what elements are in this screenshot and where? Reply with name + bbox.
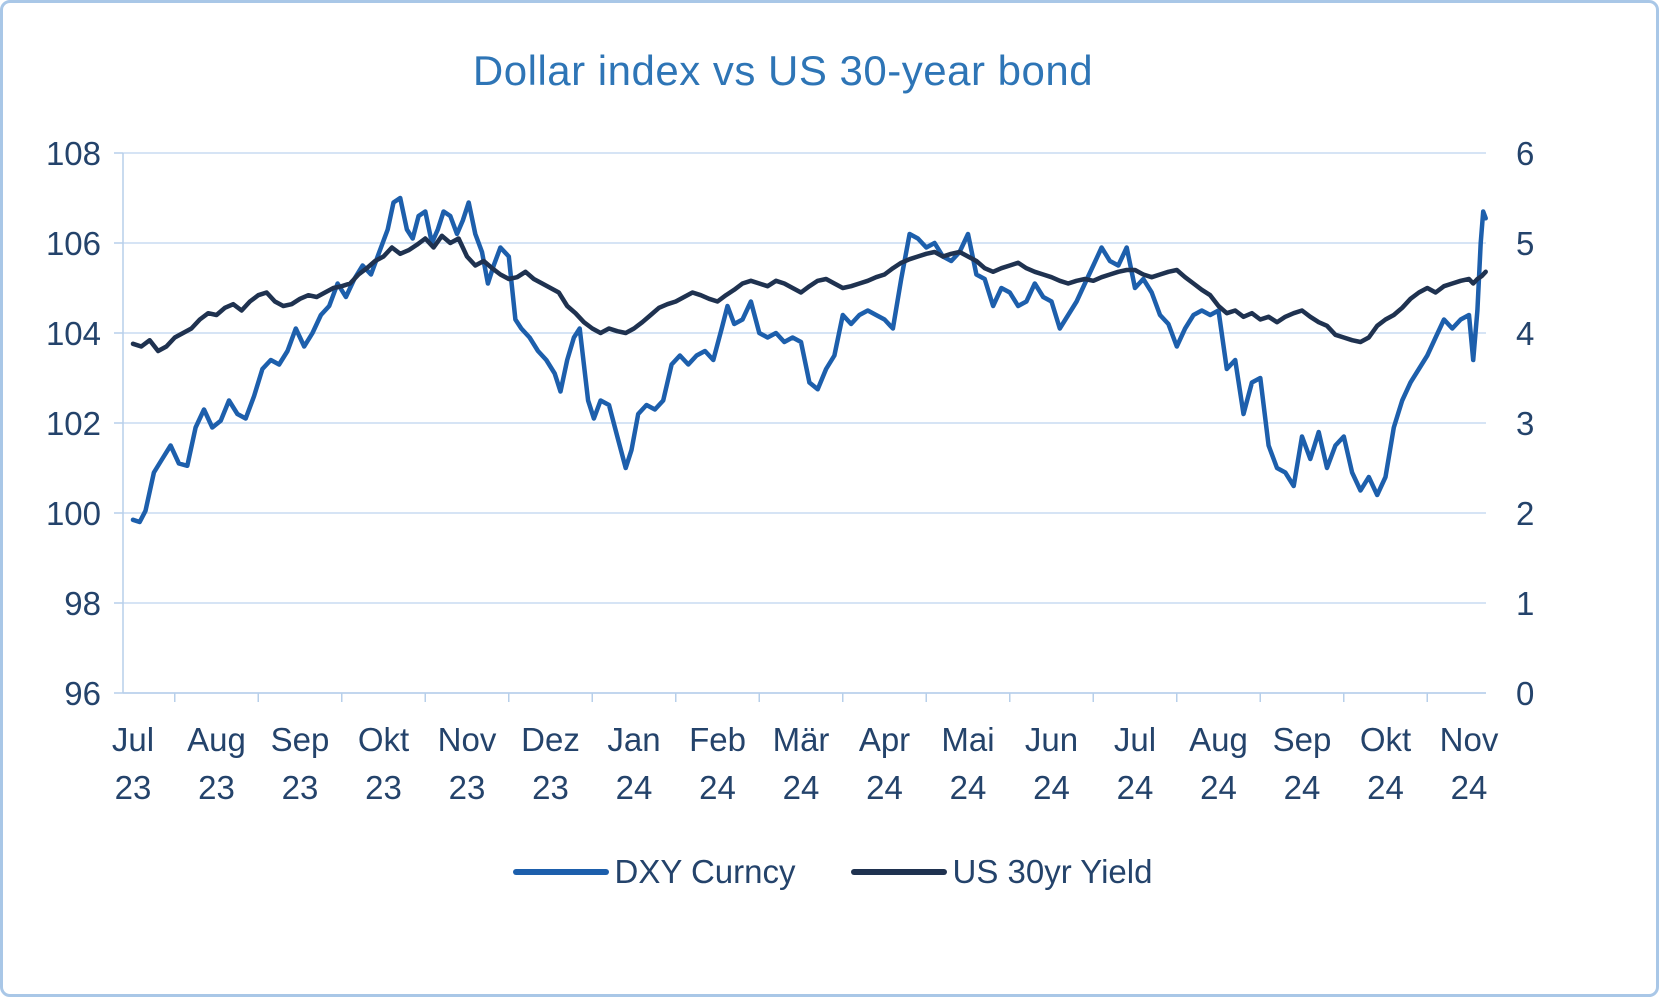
x-axis-month-label: Apr (859, 721, 910, 758)
x-axis-year-label: 24 (1117, 769, 1154, 806)
right-axis-label: 4 (1516, 315, 1534, 352)
dxy-series-line (130, 195, 1488, 525)
x-axis-month-label: Sep (1273, 721, 1332, 758)
chart-legend: DXY Curncy US 30yr Yield (3, 853, 1656, 891)
x-axis-year-label: 24 (1451, 769, 1488, 806)
x-axis-year-label: 24 (1367, 769, 1404, 806)
dxy-line-swatch (512, 869, 609, 875)
chart-title: Dollar index vs US 30-year bond (472, 47, 1094, 94)
legend-item-us30yr: US 30yr Yield (850, 853, 1153, 891)
x-axis-month-label: Dez (521, 721, 580, 758)
x-axis-year-label: 23 (365, 769, 402, 806)
x-axis-year-label: 23 (282, 769, 319, 806)
x-axis-month-label: Jul (112, 721, 154, 758)
x-axis-month-label: Sep (271, 721, 330, 758)
x-axis-month-label: Mai (941, 721, 994, 758)
legend-item-dxy: DXY Curncy (512, 853, 796, 891)
us30yr-line-swatch (850, 869, 947, 875)
x-axis-year-label: 24 (950, 769, 987, 806)
x-axis-year-label: 23 (198, 769, 235, 806)
chart-plot-area: 108 106 104 102 100 98 96 6 5 4 3 2 1 0 Jul 23 Aug 23 Sep 2… (46, 135, 1534, 806)
x-axis-month-label: Nov (1440, 721, 1499, 758)
left-axis-label: 100 (46, 495, 101, 532)
x-axis-year-label: 23 (532, 769, 569, 806)
x-axis-month-label: Jul (1114, 721, 1156, 758)
x-axis-month-label: Feb (689, 721, 746, 758)
x-axis-year-label: 23 (449, 769, 486, 806)
us30yr-legend-label: US 30yr Yield (952, 853, 1153, 890)
left-axis-label: 98 (64, 585, 101, 622)
x-axis-year-label: 24 (783, 769, 820, 806)
us30yr-series-line (130, 233, 1488, 354)
right-axis-label: 5 (1516, 225, 1534, 262)
dxy-legend-label: DXY Curncy (614, 853, 796, 890)
x-axis-month-label: Okt (358, 721, 409, 758)
left-axis-label: 104 (46, 315, 101, 352)
right-axis-label: 3 (1516, 405, 1534, 442)
x-axis-year-label: 23 (115, 769, 152, 806)
left-axis-label: 102 (46, 405, 101, 442)
left-axis-label: 106 (46, 225, 101, 262)
x-axis-year-label: 24 (1200, 769, 1237, 806)
left-axis-label: 108 (46, 135, 101, 172)
right-axis-label: 0 (1516, 675, 1534, 712)
right-axis-label: 2 (1516, 495, 1534, 532)
x-axis-month-label: Mär (773, 721, 830, 758)
x-axis-year-label: 24 (616, 769, 653, 806)
x-axis-month-label: Jun (1025, 721, 1078, 758)
x-axis-year-label: 24 (699, 769, 736, 806)
x-axis-month-label: Okt (1360, 721, 1411, 758)
x-axis-month-label: Jan (607, 721, 660, 758)
right-axis-label: 6 (1516, 135, 1534, 172)
left-axis-label: 96 (64, 675, 101, 712)
x-axis-month-label: Aug (1189, 721, 1248, 758)
x-axis-month-label: Aug (187, 721, 246, 758)
right-axis-label: 1 (1516, 585, 1534, 622)
x-axis-year-label: 24 (1033, 769, 1070, 806)
x-axis-month-label: Nov (438, 721, 497, 758)
x-axis-year-label: 24 (866, 769, 903, 806)
x-axis-year-label: 24 (1284, 769, 1321, 806)
